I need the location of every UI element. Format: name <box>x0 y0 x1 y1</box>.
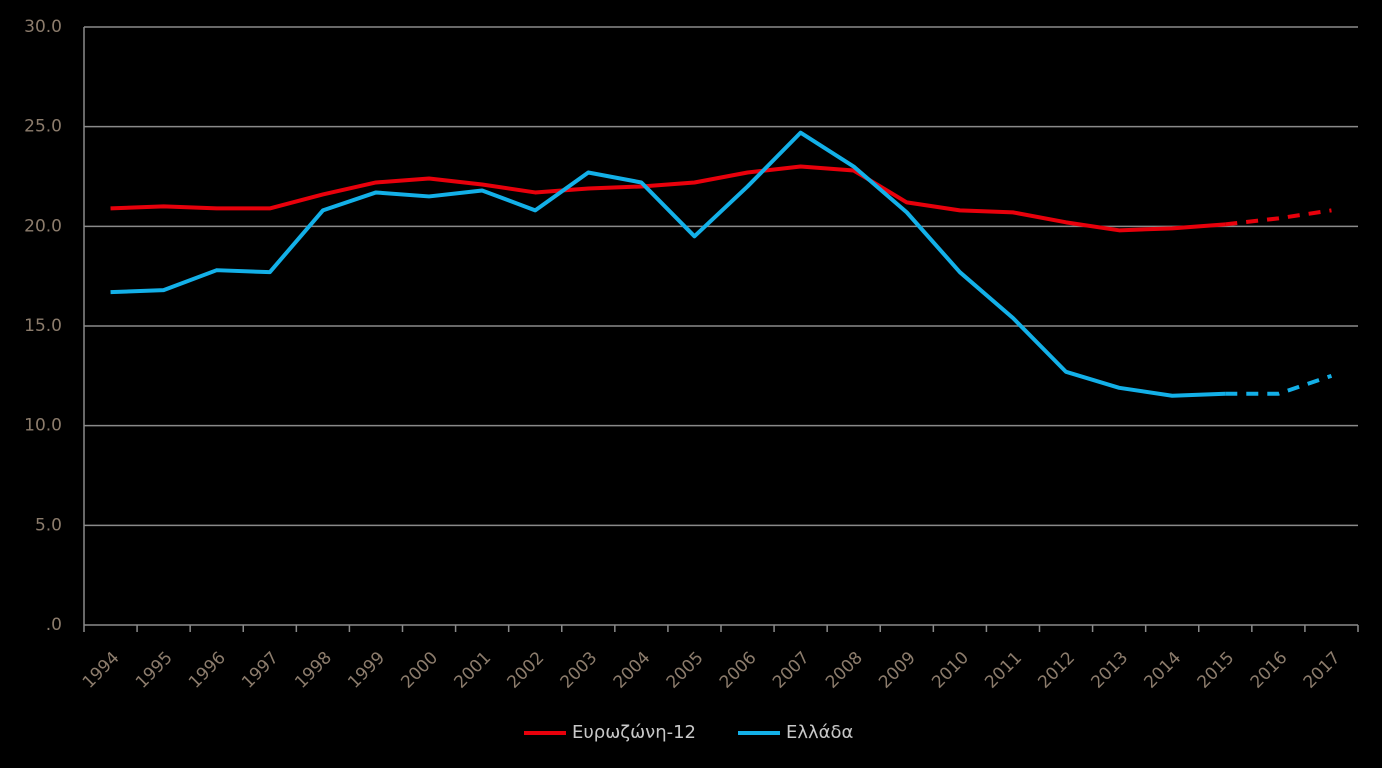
y-tick-label: .0 <box>46 615 62 635</box>
y-tick-label: 15.0 <box>24 316 62 336</box>
series-line <box>110 164 1226 233</box>
x-tick-label: 2004 <box>610 648 655 693</box>
y-tick-label: 30.0 <box>24 17 62 37</box>
x-tick-label: 2003 <box>557 648 602 693</box>
x-tick-label: 2017 <box>1300 648 1345 693</box>
x-tick-label: 2009 <box>875 648 920 693</box>
x-tick-label: 2016 <box>1247 648 1292 693</box>
x-tick-label: 2015 <box>1194 648 1239 693</box>
x-tick-label: 2002 <box>504 648 549 693</box>
y-tick-label: 20.0 <box>24 216 62 236</box>
y-tick-label: 10.0 <box>24 416 62 436</box>
y-tick-label: 5.0 <box>35 515 62 535</box>
x-tick-label: 2006 <box>716 648 761 693</box>
legend-label: Ευρωζώνη-12 <box>572 722 696 743</box>
x-tick-label: 1997 <box>238 648 283 693</box>
x-tick-label: 2001 <box>450 648 495 693</box>
x-tick-label: 1999 <box>344 648 389 693</box>
y-tick-label: 25.0 <box>24 117 62 137</box>
x-tick-label: 2000 <box>397 648 442 693</box>
x-tick-label: 1995 <box>132 648 177 693</box>
x-tick-label: 2005 <box>663 648 708 693</box>
x-tick-label: 2012 <box>1034 648 1079 693</box>
series-line-dashed <box>1225 373 1333 396</box>
x-tick-label: 2014 <box>1141 648 1186 693</box>
x-tick-label: 2011 <box>981 648 1026 693</box>
x-tick-label: 1994 <box>79 648 124 693</box>
x-tick-label: 2008 <box>822 648 867 693</box>
x-tick-label: 2007 <box>769 648 814 693</box>
x-tick-label: 1996 <box>185 648 230 693</box>
legend-label: Ελλάδα <box>786 722 853 743</box>
x-tick-label: 1998 <box>291 648 336 693</box>
series-line-dashed <box>1225 208 1332 227</box>
x-tick-label: 2010 <box>928 648 973 693</box>
x-tick-label: 2013 <box>1087 648 1132 693</box>
series-line <box>110 130 1226 398</box>
